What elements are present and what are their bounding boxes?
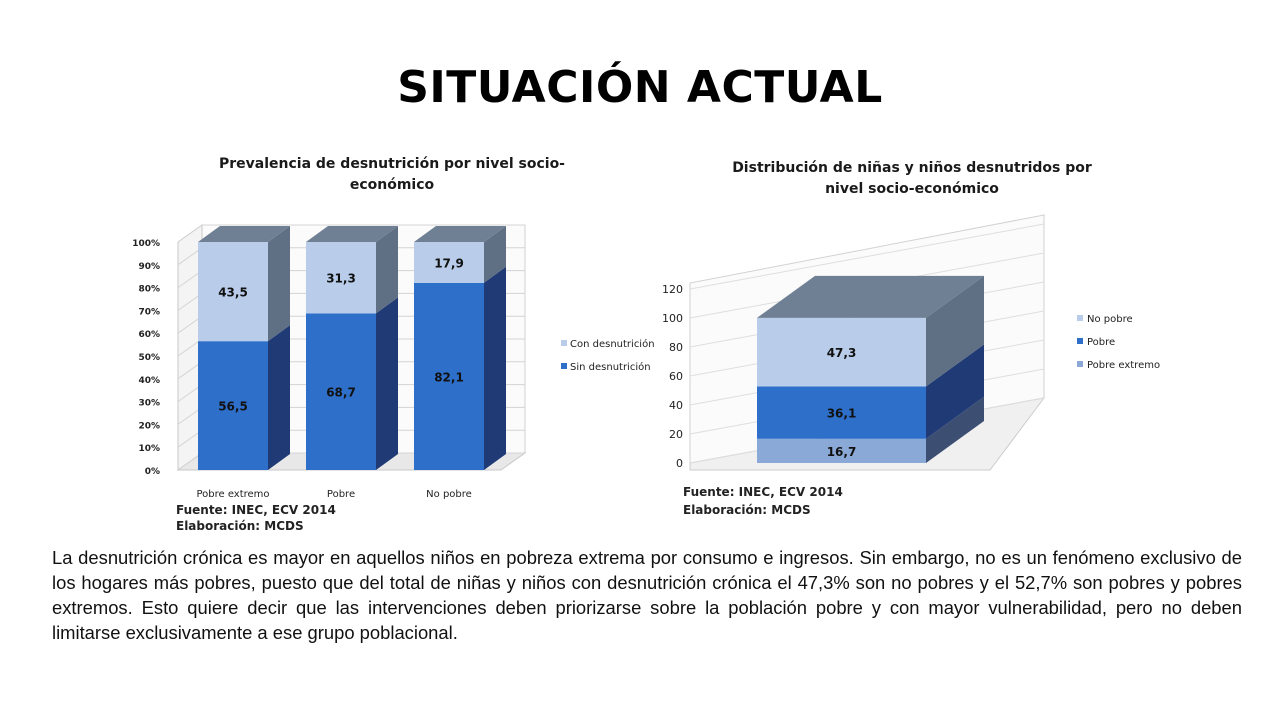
source-line: Elaboración: MCDS: [176, 519, 304, 533]
legend-label: Pobre extremo: [1087, 360, 1160, 371]
gridline: [689, 223, 1045, 290]
bar-value-label: 31,3: [326, 272, 356, 286]
bar-segment: [757, 386, 926, 439]
y-tick-label: 90%: [138, 262, 160, 272]
y-tick-label: 60%: [138, 330, 160, 340]
legend-label: Sin desnutrición: [570, 361, 651, 373]
bar-side: [484, 266, 506, 470]
legend-label: Con desnutrición: [570, 338, 655, 350]
bar-side: [268, 325, 290, 470]
y-tick-label: 120: [662, 283, 683, 296]
source-line: Fuente: INEC, ECV 2014: [176, 503, 336, 517]
bar-value-label: 82,1: [434, 370, 464, 384]
bar-side: [926, 396, 984, 463]
y-tick-label: 100: [662, 312, 683, 325]
legend-label: Pobre: [1087, 337, 1115, 348]
bar-value-label: 16,7: [827, 445, 857, 459]
bar-value-label: 56,5: [218, 400, 248, 414]
bar-segment: [306, 242, 376, 314]
chart-title-line: nivel socio-económico: [825, 181, 999, 197]
bar-segment: [757, 438, 926, 463]
legend-swatch: [1077, 338, 1083, 344]
legend-swatch: [561, 340, 567, 346]
x-category-label: Pobre extremo: [196, 489, 269, 500]
y-tick-label: 20: [669, 428, 683, 441]
bar-side: [376, 226, 398, 314]
y-tick-label: 100%: [132, 239, 160, 249]
bar-top: [414, 226, 506, 242]
bar-segment: [306, 313, 376, 470]
bar-value-label: 43,5: [218, 286, 248, 300]
bar-segment: [198, 341, 268, 470]
chart-title-line: Distribución de niñas y niños desnutrido…: [732, 160, 1092, 176]
gridline: [177, 224, 525, 243]
bar-side: [926, 275, 984, 387]
legend-swatch: [1077, 361, 1083, 367]
y-tick-label: 60: [669, 370, 683, 383]
y-tick-label: 70%: [138, 307, 160, 317]
bar-value-label: 47,3: [827, 346, 857, 360]
chart-distribucion: Distribución de niñas y niños desnutrido…: [662, 160, 1160, 517]
source-line: Fuente: INEC, ECV 2014: [683, 485, 843, 499]
y-tick-label: 0: [676, 457, 683, 470]
chart-title-line: Prevalencia de desnutrición por nivel so…: [219, 156, 565, 172]
bar-value-label: 68,7: [326, 386, 356, 400]
bar-top: [757, 275, 984, 318]
y-tick-label: 30%: [138, 399, 160, 409]
y-tick-label: 20%: [138, 421, 160, 431]
bar-side: [484, 226, 506, 283]
bar-side: [926, 344, 984, 439]
bar-top: [198, 226, 290, 242]
legend-swatch: [561, 363, 567, 369]
legend-swatch: [1077, 315, 1083, 321]
bar-side: [268, 226, 290, 342]
source-line: Elaboración: MCDS: [683, 503, 811, 517]
body-paragraph: La desnutrición crónica es mayor en aque…: [52, 547, 1242, 643]
bar-value-label: 17,9: [434, 256, 464, 270]
x-category-label: No pobre: [426, 489, 472, 500]
y-tick-label: 40%: [138, 376, 160, 386]
bar-segment: [198, 242, 268, 342]
x-category-label: Pobre: [327, 489, 355, 500]
y-tick-label: 40: [669, 399, 683, 412]
bar-segment: [414, 242, 484, 283]
legend-label: No pobre: [1087, 314, 1133, 325]
bar-segment: [414, 282, 484, 470]
bar-top: [306, 226, 398, 242]
y-tick-label: 0%: [145, 467, 160, 477]
y-tick-label: 10%: [138, 444, 160, 454]
bar-segment: [757, 317, 926, 387]
y-tick-label: 50%: [138, 353, 160, 363]
chart-title-line: económico: [350, 177, 435, 193]
bar-value-label: 36,1: [827, 407, 857, 421]
bar-side: [376, 297, 398, 470]
y-tick-label: 80: [669, 341, 683, 354]
y-tick-label: 80%: [138, 285, 160, 295]
chart-prevalencia: Prevalencia de desnutrición por nivel so…: [132, 156, 654, 533]
slide-title: SITUACIÓN ACTUAL: [397, 62, 883, 113]
